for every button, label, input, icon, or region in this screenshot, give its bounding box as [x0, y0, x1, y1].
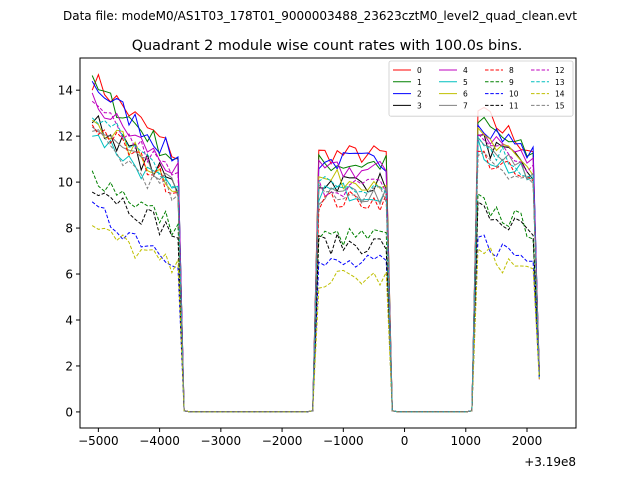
y-tick-label: 4 — [65, 313, 73, 327]
legend-label-9: 9 — [509, 78, 514, 87]
legend-label-3: 3 — [417, 101, 422, 110]
x-tick-label: −2000 — [262, 434, 303, 448]
x-offset-label: +3.19e8 — [524, 455, 576, 469]
series-layer — [91, 73, 540, 413]
series-line-15 — [92, 129, 540, 413]
legend-label-0: 0 — [417, 66, 422, 75]
legend-label-1: 1 — [417, 78, 422, 87]
y-tick-label: 2 — [65, 359, 73, 373]
legend-label-7: 7 — [463, 101, 468, 110]
series-line-14 — [91, 225, 540, 413]
x-axis: −5000 −4000 −3000 −2000 −1000 0 1000 2000 — [78, 428, 542, 448]
figure-suptitle: Data file: modeM0/AS1T03_178T01_90000034… — [63, 9, 577, 23]
x-tick-label: 1000 — [451, 434, 482, 448]
legend-label-13: 13 — [555, 78, 565, 87]
legend-label-6: 6 — [463, 90, 468, 99]
y-tick-label: 6 — [65, 268, 73, 282]
y-tick-label: 10 — [58, 176, 73, 190]
legend-label-10: 10 — [509, 90, 519, 99]
series-line-0 — [91, 73, 540, 413]
y-tick-label: 8 — [65, 222, 73, 236]
x-tick-label: −1000 — [323, 434, 364, 448]
legend-label-4: 4 — [463, 66, 468, 75]
legend-label-2: 2 — [417, 90, 422, 99]
legend-frame — [388, 60, 574, 117]
legend-label-11: 11 — [509, 101, 519, 110]
legend-label-14: 14 — [555, 90, 565, 99]
chart-title: Quadrant 2 module wise count rates with … — [132, 38, 523, 54]
y-axis: 0 2 4 6 8 10 12 14 — [58, 84, 80, 419]
series-line-11 — [91, 191, 540, 413]
y-tick-label: 0 — [65, 405, 73, 419]
legend-label-5: 5 — [463, 78, 468, 87]
x-tick-label: 0 — [401, 434, 409, 448]
legend-label-15: 15 — [555, 101, 565, 110]
x-tick-label: −3000 — [201, 434, 242, 448]
series-line-2 — [91, 81, 540, 413]
plot-frame — [79, 57, 577, 429]
series-line-4 — [91, 92, 540, 413]
x-tick-label: −5000 — [78, 434, 119, 448]
legend-label-8: 8 — [509, 66, 514, 75]
series-line-1 — [91, 75, 540, 413]
legend-label-12: 12 — [555, 66, 565, 75]
y-tick-label: 12 — [58, 130, 73, 144]
y-tick-label: 14 — [58, 84, 73, 98]
x-tick-label: −4000 — [139, 434, 180, 448]
series-line-12 — [91, 100, 540, 413]
x-tick-label: 2000 — [512, 434, 543, 448]
series-line-13 — [91, 117, 540, 413]
